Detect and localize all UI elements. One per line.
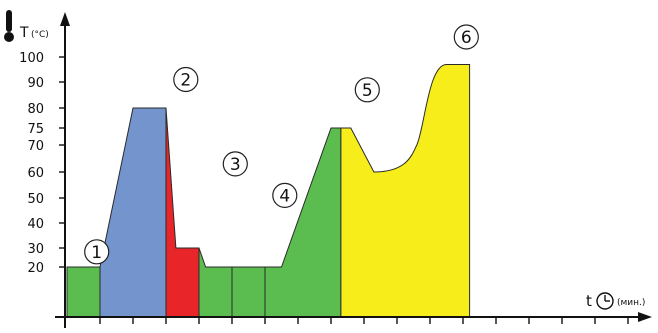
y-tick-label: 60	[27, 166, 44, 181]
stage-area-3	[165, 107, 200, 318]
y-tick-label: 75	[27, 122, 44, 137]
y-tick-label: 90	[27, 76, 44, 91]
x-axis-ticks	[99, 317, 629, 324]
y-tick-label: 80	[27, 102, 44, 117]
x-axis-arrow	[638, 312, 652, 322]
stage-area-1	[66, 266, 101, 318]
stage-marker-4	[272, 182, 298, 208]
clock-icon	[596, 292, 614, 310]
stage-marker-6	[453, 24, 479, 50]
stage-marker-1	[84, 239, 110, 265]
y-axis-arrow	[60, 12, 70, 26]
y-tick-label: 20	[27, 261, 44, 276]
x-axis-unit: (мин.)	[617, 298, 645, 308]
y-tick-label: 30	[27, 242, 44, 257]
y-tick-label: 50	[27, 192, 44, 207]
y-tick-label: 70	[27, 139, 44, 154]
stage-area-7	[340, 64, 471, 318]
stage-number-1: 1	[91, 243, 102, 263]
y-tick-label: 40	[27, 217, 44, 232]
stage-area-2	[99, 107, 167, 318]
y-axis-unit: (°C)	[31, 30, 49, 40]
stage-number-3: 3	[230, 155, 241, 175]
stage-number-5: 5	[362, 81, 373, 101]
thermometer-icon	[4, 10, 14, 42]
stage-marker-3	[222, 151, 248, 177]
stage-areas	[66, 64, 471, 318]
stage-number-6: 6	[461, 28, 472, 48]
stage-area-4	[198, 247, 233, 318]
stage-number-2: 2	[180, 71, 191, 91]
y-tick-label: 100	[19, 51, 44, 66]
stage-area-5	[231, 266, 266, 318]
stage-number-4: 4	[279, 186, 290, 206]
y-axis-ticks: 20 30 40 50 60 70 75 80 90 100	[19, 51, 65, 276]
x-axis-label: t	[586, 292, 592, 310]
stage-marker-2	[173, 66, 199, 93]
y-axis-label: Т	[19, 25, 29, 41]
stage-area-6	[264, 127, 342, 318]
stage-labels: 1 2 3 4 5 6	[84, 24, 479, 265]
stage-marker-5	[354, 77, 380, 103]
